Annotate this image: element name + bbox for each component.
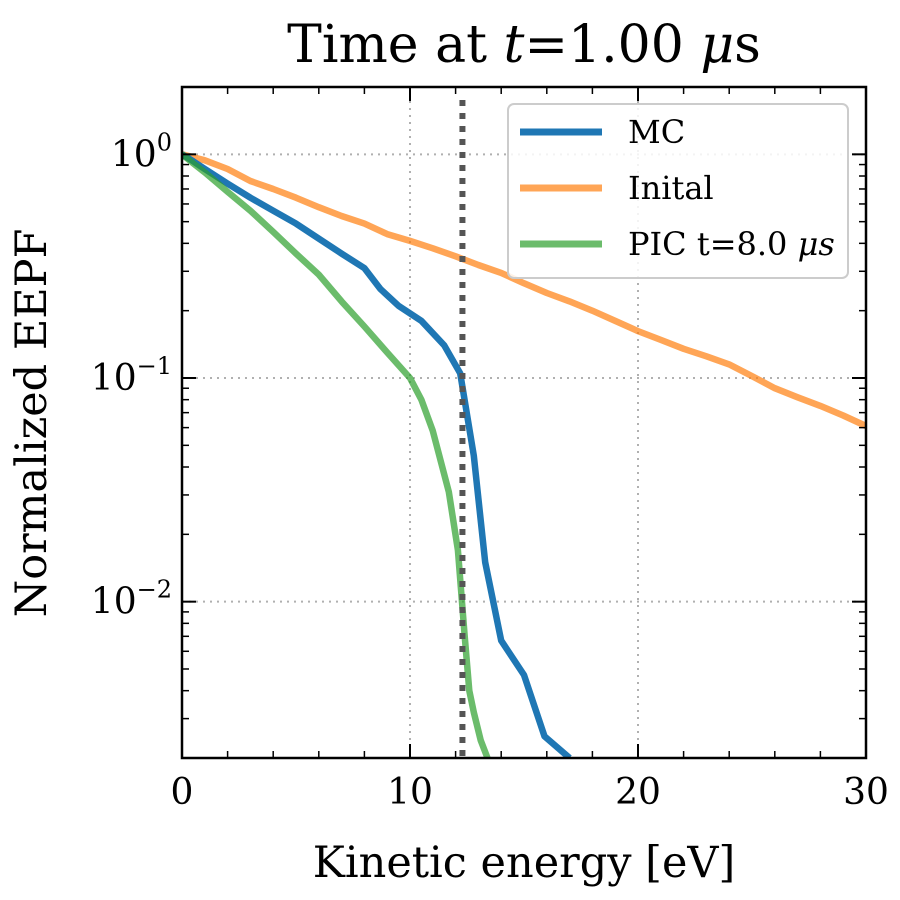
x-tick-label: 10 xyxy=(387,772,433,813)
series-layer xyxy=(182,151,866,758)
x-tick-label: 20 xyxy=(615,772,661,813)
y-tick-label: 100 xyxy=(111,128,172,175)
legend-label-pic: PIC t=8.0 μs xyxy=(628,225,835,263)
x-tick-label: 30 xyxy=(843,772,889,813)
y-tick-label: 10−2 xyxy=(91,576,172,623)
legend: MC Inital PIC t=8.0 μs xyxy=(507,103,849,279)
series-line-pic xyxy=(182,151,491,758)
x-axis-label: Kinetic energy [eV] xyxy=(313,838,735,888)
legend-box xyxy=(507,103,849,279)
legend-label-initial: Inital xyxy=(628,169,714,207)
x-tick-label: 0 xyxy=(171,772,194,813)
series-line-mc xyxy=(182,151,572,758)
chart-title: Time at t=1.00 μs xyxy=(287,15,761,75)
y-tick-label: 10−1 xyxy=(91,352,172,399)
series-line-initial xyxy=(182,151,866,429)
grid xyxy=(182,87,866,758)
y-axis-label: Normalized EEPF xyxy=(7,229,57,618)
axes-frame xyxy=(180,85,868,760)
ticks: 0 10 20 30 100 10−1 10−2 xyxy=(91,86,889,813)
legend-label-mc: MC xyxy=(628,113,685,151)
